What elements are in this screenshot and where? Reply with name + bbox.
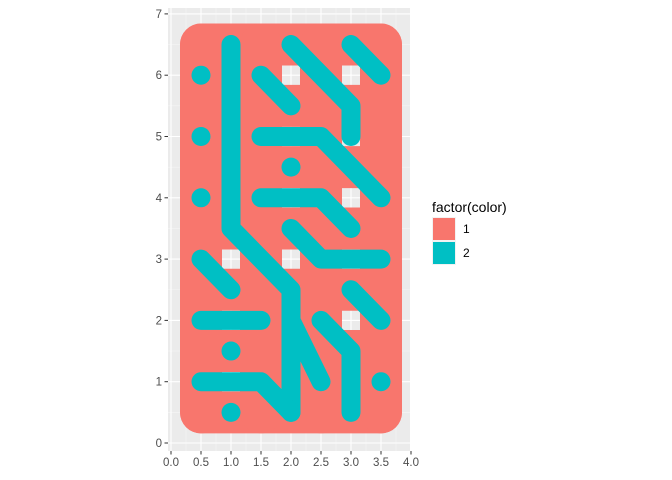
y-tick-label: 4 [156, 193, 163, 205]
x-tick-label: 4.0 [403, 457, 419, 469]
path-mark-2-17 [191, 372, 301, 422]
y-tick-label: 3 [156, 254, 162, 266]
y-axis: 0 1 2 3 4 5 6 7 [156, 9, 168, 450]
y-tick-label: 6 [156, 70, 162, 82]
y-tick-label: 1 [156, 377, 162, 389]
legend-title: factor(color) [432, 199, 507, 215]
x-axis: 0.0 0.5 1.0 1.5 2.0 2.5 3.0 3.5 4.0 [163, 451, 419, 469]
path-mark-2-11 [191, 249, 241, 300]
y-tick-label: 5 [156, 132, 162, 144]
x-tick-label: 3.0 [343, 457, 359, 469]
legend-key-1 [433, 218, 455, 240]
x-tick-label: 3.5 [373, 457, 389, 469]
x-tick-label: 0.5 [193, 457, 209, 469]
path-mark-2-16 [281, 310, 331, 392]
legend-label-2: 2 [463, 246, 470, 260]
path-mark-2-14 [311, 310, 361, 422]
x-tick-label: 2.5 [313, 457, 329, 469]
x-tick-label: 0.0 [163, 457, 179, 469]
legend-key-2 [433, 242, 455, 264]
x-tick-label: 1.0 [223, 457, 239, 469]
path-mark-2-2 [341, 35, 391, 85]
legend-label-1: 1 [463, 222, 470, 236]
path-mark-2-1 [281, 35, 361, 146]
y-tick-label: 2 [156, 315, 162, 327]
y-tick-label: 7 [156, 9, 162, 21]
x-tick-label: 2.0 [283, 457, 299, 469]
legend: factor(color) 1 2 [432, 199, 507, 265]
path-mark-2-9 [251, 188, 361, 238]
chart-marks [180, 23, 402, 434]
x-tick-label: 1.5 [253, 457, 269, 469]
path-mark-2-12 [341, 280, 391, 330]
path-mark-2-10 [281, 218, 391, 269]
y-tick-label: 0 [156, 438, 162, 450]
path-mark-2-6 [251, 127, 391, 208]
path-mark-2-4 [251, 65, 301, 116]
